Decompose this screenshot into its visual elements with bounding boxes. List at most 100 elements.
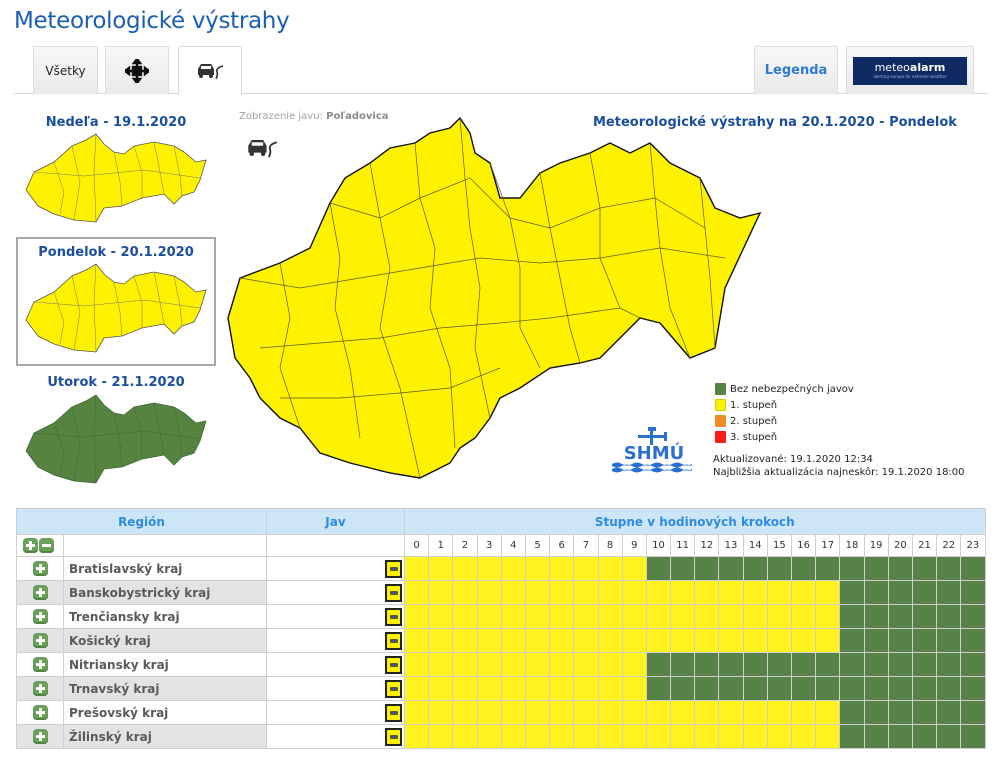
hour-level-cell xyxy=(549,700,575,725)
table-row: Prešovský kraj xyxy=(16,700,986,725)
hour-header: 12 xyxy=(694,534,720,557)
hour-level-cell xyxy=(597,580,623,605)
hour-level-cell xyxy=(694,652,720,677)
hour-level-cell xyxy=(452,628,478,653)
hour-level-cell xyxy=(452,556,478,581)
hour-header: 10 xyxy=(645,534,672,557)
legend-swatch-orange xyxy=(715,415,726,427)
legend-item-none: Bez nebezpečných javov xyxy=(715,381,854,397)
hour-level-cell xyxy=(428,724,454,749)
slovakia-warning-map[interactable] xyxy=(220,108,980,488)
hour-level-cell xyxy=(573,580,599,605)
hour-level-cell xyxy=(452,604,478,629)
hour-level-cell xyxy=(403,604,430,629)
day-title-monday[interactable]: Pondelok - 20.1.2020 xyxy=(38,245,194,260)
hour-header: 16 xyxy=(790,534,817,557)
hour-level-cell xyxy=(428,556,454,581)
slippery-road-icon[interactable] xyxy=(385,679,402,698)
svg-text:SHMÚ: SHMÚ xyxy=(624,442,685,464)
phenomenon-tabs: Všetky Legenda meteoalarm alerting europ… xyxy=(14,46,988,95)
hour-level-cell xyxy=(766,724,793,749)
hour-header: 9 xyxy=(621,534,647,557)
hour-level-cell xyxy=(911,628,938,653)
hour-header: 20 xyxy=(887,534,913,557)
slippery-road-icon[interactable] xyxy=(385,583,402,602)
hour-level-cell xyxy=(621,700,647,725)
hour-level-cell xyxy=(863,604,889,629)
expand-region-button[interactable] xyxy=(32,561,48,576)
hour-level-cell xyxy=(960,652,986,677)
hour-level-cell xyxy=(718,556,744,581)
expand-region-button[interactable] xyxy=(32,681,48,696)
table-row: Bratislavský kraj xyxy=(16,556,986,581)
slippery-road-icon[interactable] xyxy=(385,631,402,650)
hour-level-cell xyxy=(936,604,962,629)
day-title-tuesday[interactable]: Utorok - 21.1.2020 xyxy=(47,375,185,390)
legend-item-level3: 3. stupeň xyxy=(715,429,854,445)
hour-level-cell xyxy=(670,628,696,653)
expand-region-button[interactable] xyxy=(32,585,48,600)
expand-region-button[interactable] xyxy=(32,705,48,720)
slippery-road-icon[interactable] xyxy=(385,655,402,674)
region-name: Košický kraj xyxy=(63,628,267,653)
hour-level-cell xyxy=(524,676,551,701)
hour-level-cell xyxy=(549,604,575,629)
expand-all-button[interactable] xyxy=(23,538,38,553)
slippery-road-icon[interactable] xyxy=(385,607,402,626)
tab-ice[interactable] xyxy=(178,46,242,95)
hour-level-cell xyxy=(621,628,647,653)
slippery-road-icon[interactable] xyxy=(385,703,402,722)
slippery-road-icon[interactable] xyxy=(385,559,402,578)
collapse-all-button[interactable] xyxy=(39,538,54,553)
hour-level-cell xyxy=(476,580,502,605)
hour-level-cell xyxy=(403,676,430,701)
hour-header: 8 xyxy=(597,534,623,557)
region-name: Banskobystrický kraj xyxy=(63,580,267,605)
hour-level-cell xyxy=(911,724,938,749)
hour-level-cell xyxy=(452,700,478,725)
hour-header: 7 xyxy=(573,534,599,557)
hour-header: 23 xyxy=(960,534,986,557)
expand-region-button[interactable] xyxy=(32,657,48,672)
meteoalarm-link[interactable]: meteoalarm alerting europe for extreme w… xyxy=(846,46,974,94)
expand-region-button[interactable] xyxy=(32,609,48,624)
hour-level-cell xyxy=(839,604,865,629)
hour-level-cell xyxy=(403,724,430,749)
hour-level-cell xyxy=(742,652,768,677)
hour-level-cell xyxy=(524,604,551,629)
next-update: Najbližšia aktualizácia najneskôr: 19.1.… xyxy=(713,467,965,478)
hour-level-cell xyxy=(597,556,623,581)
hour-level-cell xyxy=(621,580,647,605)
hour-level-cell xyxy=(645,700,672,725)
hour-header: 19 xyxy=(863,534,889,557)
hour-level-cell xyxy=(403,628,430,653)
hour-level-cell xyxy=(694,628,720,653)
mini-map-sunday[interactable] xyxy=(24,132,208,224)
hour-level-cell xyxy=(742,580,768,605)
table-row: Banskobystrický kraj xyxy=(16,580,986,605)
hour-level-cell xyxy=(476,604,502,629)
slippery-road-icon[interactable] xyxy=(385,727,402,746)
hour-header: 3 xyxy=(476,534,502,557)
tab-all[interactable]: Všetky xyxy=(33,46,98,94)
hour-level-cell xyxy=(863,676,889,701)
hour-level-cell xyxy=(476,676,502,701)
table-row: Nitriansky kraj xyxy=(16,652,986,677)
hour-level-cell xyxy=(742,676,768,701)
mini-map-monday[interactable] xyxy=(24,262,208,354)
day-title-sunday[interactable]: Nedeľa - 19.1.2020 xyxy=(45,115,187,130)
expand-region-button[interactable] xyxy=(32,633,48,648)
expand-region-button[interactable] xyxy=(32,729,48,744)
hour-level-cell xyxy=(936,652,962,677)
hour-header: 4 xyxy=(500,534,526,557)
hour-level-cell xyxy=(549,628,575,653)
hour-level-cell xyxy=(549,652,575,677)
hour-level-cell xyxy=(839,652,865,677)
day-selected-box[interactable] xyxy=(16,237,216,366)
legend-tab[interactable]: Legenda xyxy=(754,46,838,94)
mini-map-tuesday[interactable] xyxy=(24,393,208,485)
hour-level-cell xyxy=(621,556,647,581)
hour-header: 2 xyxy=(452,534,478,557)
tab-snow[interactable] xyxy=(105,46,169,94)
hour-header: 17 xyxy=(815,534,841,557)
